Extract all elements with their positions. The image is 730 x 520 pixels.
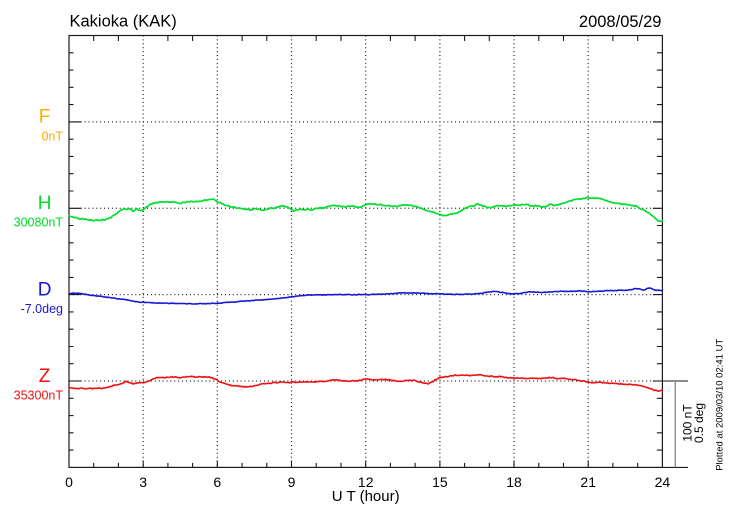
svg-text:15: 15: [432, 474, 448, 490]
svg-text:Kakioka (KAK): Kakioka (KAK): [70, 13, 177, 31]
svg-text:21: 21: [580, 474, 596, 490]
svg-text:0: 0: [65, 474, 73, 490]
svg-text:3: 3: [139, 474, 147, 490]
svg-text:24: 24: [655, 474, 671, 490]
svg-text:F: F: [39, 107, 51, 128]
svg-text:0nT: 0nT: [41, 129, 63, 143]
svg-text:30080nT: 30080nT: [14, 216, 64, 230]
svg-text:9: 9: [288, 474, 296, 490]
svg-text:12: 12: [358, 474, 374, 490]
svg-text:100 nT0.5 deg: 100 nT0.5 deg: [680, 403, 706, 443]
svg-text:35300nT: 35300nT: [14, 388, 64, 402]
svg-text:18: 18: [506, 474, 522, 490]
svg-text:6: 6: [213, 474, 221, 490]
svg-text:-7.0deg: -7.0deg: [21, 302, 63, 316]
svg-text:Z: Z: [39, 366, 51, 387]
svg-text:H: H: [38, 193, 52, 214]
svg-text:Plotted at 2009/03/10 02:41 UT: Plotted at 2009/03/10 02:41 UT: [715, 339, 726, 471]
svg-text:2008/05/29: 2008/05/29: [579, 13, 662, 31]
svg-text:D: D: [38, 279, 52, 300]
svg-text:U T (hour): U T (hour): [332, 488, 400, 505]
